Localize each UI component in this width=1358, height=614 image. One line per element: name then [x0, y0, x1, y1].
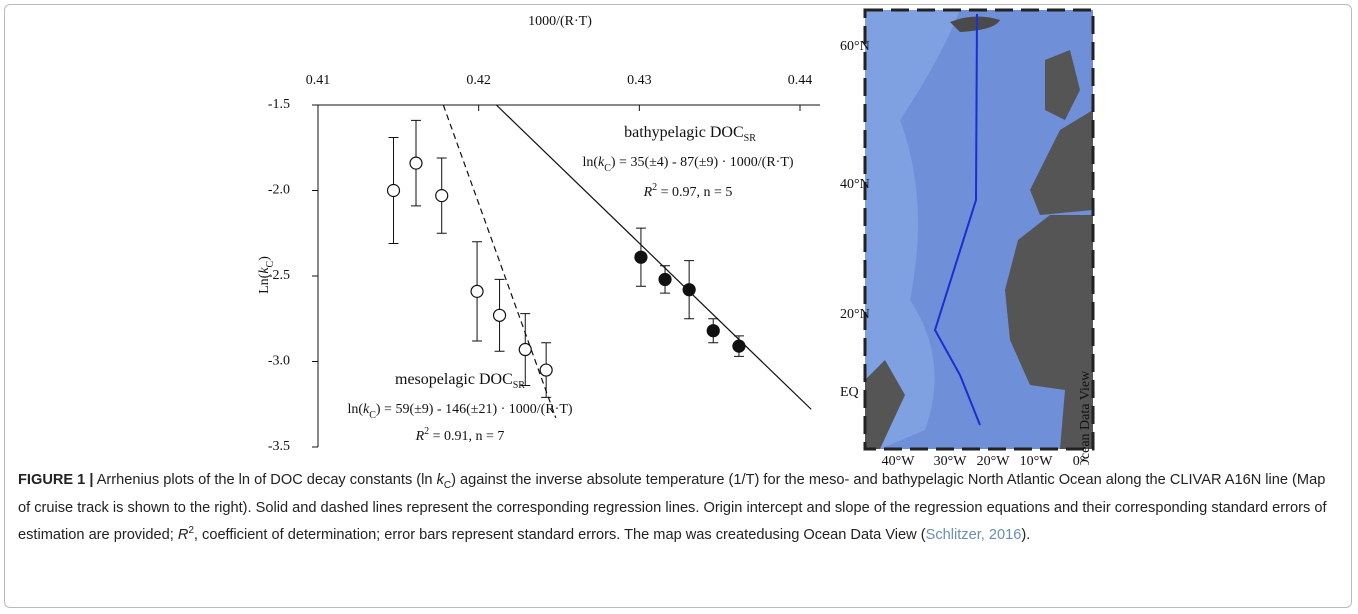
y-tick-label: -3.5 — [268, 439, 290, 454]
point — [436, 190, 448, 202]
point — [540, 364, 552, 376]
caption-part[interactable]: Schlitzer, 2016 — [926, 527, 1022, 543]
text-part: ) — [257, 256, 272, 261]
point — [388, 185, 400, 197]
point — [471, 285, 483, 297]
text-part: SR — [513, 380, 526, 391]
regression-line — [496, 105, 811, 409]
lat-label: 40°N — [840, 177, 870, 192]
y-tick-label: -1.5 — [268, 97, 290, 112]
caption-part: , coefficient of determination; error ba… — [194, 527, 926, 543]
x-tick-label: 0.43 — [627, 73, 652, 88]
lon-label: 20°W — [977, 454, 1011, 465]
lat-label: EQ — [840, 385, 859, 400]
point — [733, 340, 745, 352]
x-tick-label: 0.41 — [306, 73, 331, 88]
annotation: ln(kC) = 35(±4) - 87(±9) · 1000/(R·T) — [582, 155, 793, 174]
text-part: R — [643, 185, 653, 200]
text-part: ) = 35(±4) - 87(±9) · 1000/(R·T) — [611, 155, 794, 170]
caption-part: Arrhenius plots of the ln of DOC decay c… — [93, 472, 436, 488]
annotation: R2 = 0.91, n = 7 — [415, 426, 505, 444]
y-tick-label: -2.0 — [268, 183, 290, 198]
text-part: Ln( — [257, 273, 272, 294]
text-part: SR — [744, 133, 757, 144]
text-part: bathypelagic DOC — [624, 124, 744, 141]
y-tick-label: -3.0 — [268, 354, 290, 369]
map — [865, 10, 1093, 449]
caption-part: R — [178, 527, 189, 543]
text-part: mesopelagic DOC — [395, 371, 513, 388]
text-part: ) = 59(±9) - 146(±21) · 1000/(R·T) — [376, 402, 573, 417]
text-part: ln( — [582, 155, 598, 170]
x-tick-label: 0.44 — [788, 73, 813, 88]
lon-label: 30°W — [934, 454, 968, 465]
point — [683, 284, 695, 296]
caption: FIGURE 1 | Arrhenius plots of the ln of … — [18, 469, 1338, 546]
point — [707, 325, 719, 337]
x-axis-title: 1000/(R·T) — [528, 14, 592, 29]
annotation: R2 = 0.97, n = 5 — [643, 182, 733, 200]
point — [410, 157, 422, 169]
lon-label: 40°W — [882, 454, 916, 465]
text-part: = 0.91, n = 7 — [429, 429, 504, 444]
lat-label: 60°N — [840, 39, 870, 54]
annotation: ln(kC) = 59(±9) - 146(±21) · 1000/(R·T) — [347, 402, 572, 421]
caption-part: FIGURE 1 | — [18, 472, 93, 488]
caption-part: k — [437, 472, 444, 488]
text-part: ln( — [347, 402, 363, 417]
point — [519, 344, 531, 356]
page: {"chart_data":{"type":"scatter","title":… — [0, 0, 1358, 614]
text-part: R — [415, 429, 425, 444]
caption-part: ). — [1021, 527, 1030, 543]
point — [494, 309, 506, 321]
annotation: bathypelagic DOCSR — [624, 124, 756, 144]
text-part: = 0.97, n = 5 — [657, 185, 732, 200]
lat-label: 20°N — [840, 307, 870, 322]
point — [659, 273, 671, 285]
annotation: mesopelagic DOCSR — [395, 371, 525, 391]
point — [635, 251, 647, 263]
x-tick-label: 0.42 — [466, 73, 491, 88]
map-credit: Ocean Data View — [1078, 370, 1093, 465]
lon-label: 10°W — [1020, 454, 1054, 465]
